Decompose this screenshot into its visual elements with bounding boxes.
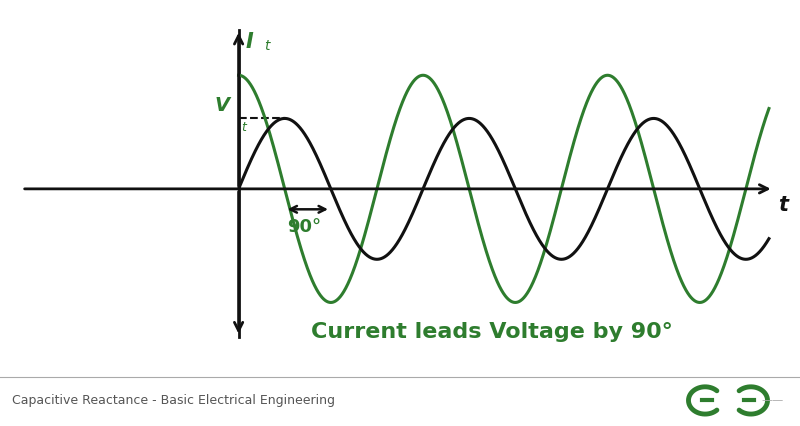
Text: Capacitive Reactance - Basic Electrical Engineering: Capacitive Reactance - Basic Electrical …: [12, 394, 335, 407]
Text: V: V: [214, 96, 230, 115]
Text: t: t: [241, 121, 246, 134]
Text: ——: ——: [762, 395, 784, 406]
Text: 90°: 90°: [287, 219, 321, 236]
Text: Current leads Voltage by 90°: Current leads Voltage by 90°: [311, 322, 673, 342]
Text: t: t: [778, 195, 788, 215]
Text: t: t: [264, 39, 270, 53]
Text: I: I: [246, 32, 254, 52]
